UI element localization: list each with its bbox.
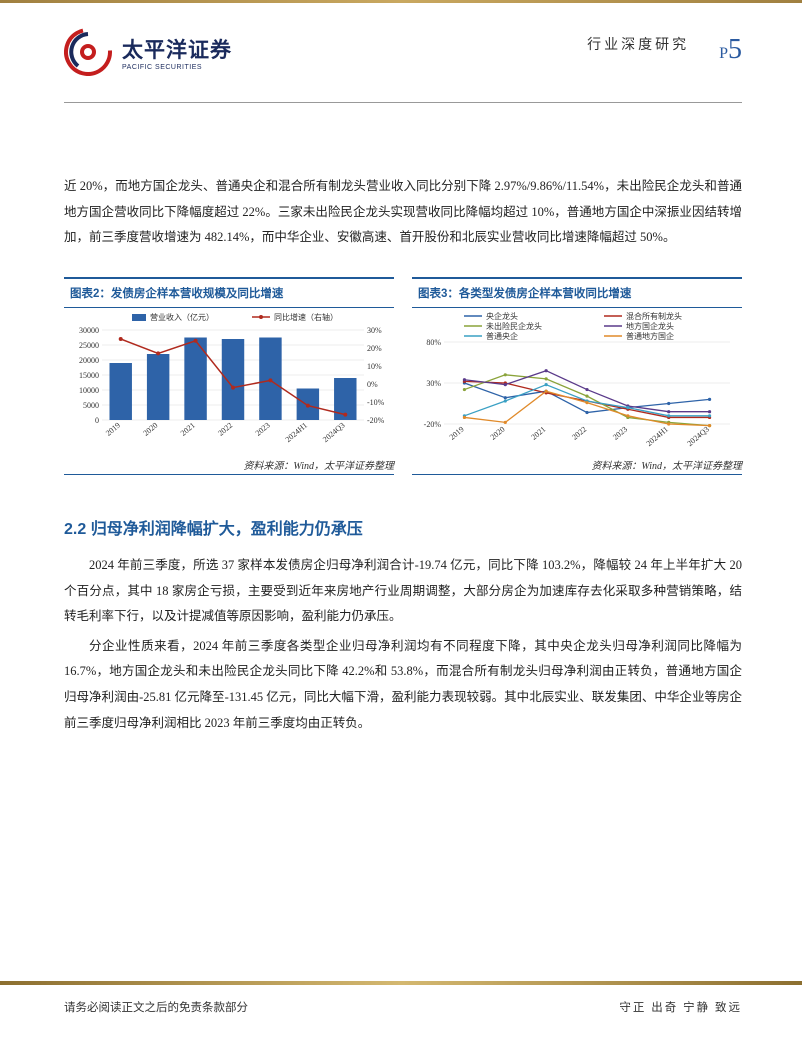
svg-text:2022: 2022 <box>570 425 588 442</box>
svg-text:2019: 2019 <box>104 421 122 438</box>
svg-text:10%: 10% <box>367 362 382 371</box>
svg-text:2022: 2022 <box>216 421 234 438</box>
svg-text:30%: 30% <box>426 379 441 388</box>
intro-paragraph: 近 20%，而地方国企龙头、普通央企和混合所有制龙头营业收入同比分别下降 2.9… <box>64 174 742 251</box>
page-prefix: P <box>719 45 728 62</box>
chart2-canvas: 0 5000 10000 15000 20000 25000 30000 -20% -10% 0%… <box>64 310 394 450</box>
chart2: 图表2：发债房企样本营收规模及同比增速 0 5000 10000 15000 20000… <box>64 277 394 475</box>
svg-text:同比增速（右轴）: 同比增速（右轴） <box>274 312 338 322</box>
svg-text:-10%: -10% <box>367 398 385 407</box>
header-right: 行业深度研究 P5 <box>587 28 742 66</box>
content: 近 20%，而地方国企龙头、普通央企和混合所有制龙头营业收入同比分别下降 2.9… <box>64 174 742 736</box>
svg-text:-20%: -20% <box>424 420 442 429</box>
svg-text:20%: 20% <box>367 344 382 353</box>
svg-text:2024H1: 2024H1 <box>644 425 670 448</box>
svg-text:2019: 2019 <box>448 425 466 442</box>
logo: 太平洋证券 PACIFIC SECURITIES <box>64 28 232 76</box>
svg-text:-20%: -20% <box>367 416 385 425</box>
svg-text:央企龙头: 央企龙头 <box>486 311 518 321</box>
svg-text:5000: 5000 <box>83 401 99 410</box>
gold-bar-top <box>0 0 802 3</box>
chart3-canvas: -20% 30% 80% 2019 2020 2021 2022 2023 2024H1 2024… <box>412 310 742 450</box>
page-number: P5 <box>719 34 742 66</box>
footer-right: 守正 出奇 宁静 致远 <box>619 999 742 1015</box>
paragraph-2: 2024 年前三季度，所选 37 家样本发债房企归母净利润合计-19.74 亿元… <box>64 553 742 630</box>
paragraph-3: 分企业性质来看，2024 年前三季度各类型企业归母净利润均有不同程度下降，其中央… <box>64 634 742 737</box>
svg-text:2024Q3: 2024Q3 <box>321 421 347 444</box>
header-rule <box>64 102 742 103</box>
logo-mark <box>64 28 112 76</box>
svg-text:普通央企: 普通央企 <box>486 331 518 341</box>
svg-text:80%: 80% <box>426 338 441 347</box>
svg-text:30000: 30000 <box>79 326 99 335</box>
svg-text:普通地方国企: 普通地方国企 <box>626 331 674 341</box>
chart3: 图表3：各类型发债房企样本营收同比增速 -20% 30% 80% 2019 2020 20… <box>412 277 742 475</box>
svg-text:0%: 0% <box>367 380 378 389</box>
chart3-title-bar: 图表3：各类型发债房企样本营收同比增速 <box>412 277 742 308</box>
chart2-title: 图表2：发债房企样本营收规模及同比增速 <box>70 288 283 300</box>
doc-category: 行业深度研究 <box>587 34 689 54</box>
svg-text:2023: 2023 <box>254 421 272 438</box>
svg-text:0: 0 <box>95 416 99 425</box>
svg-text:2020: 2020 <box>141 421 159 438</box>
logo-text: 太平洋证券 PACIFIC SECURITIES <box>122 34 232 71</box>
svg-text:15000: 15000 <box>79 371 99 380</box>
svg-text:未出险民企龙头: 未出险民企龙头 <box>486 321 542 331</box>
svg-text:2021: 2021 <box>179 421 197 438</box>
svg-text:25000: 25000 <box>79 341 99 350</box>
page-digit: 5 <box>728 34 742 65</box>
svg-text:10000: 10000 <box>79 386 99 395</box>
svg-text:20000: 20000 <box>79 356 99 365</box>
svg-text:2021: 2021 <box>529 425 547 442</box>
svg-text:30%: 30% <box>367 326 382 335</box>
chart3-source: 资料来源：Wind，太平洋证券整理 <box>412 457 742 475</box>
svg-text:2024Q3: 2024Q3 <box>685 425 711 448</box>
svg-text:混合所有制龙头: 混合所有制龙头 <box>626 311 682 321</box>
section-heading: 2.2 归母净利润降幅扩大，盈利能力仍承压 <box>64 515 742 539</box>
footer-left: 请务必阅读正文之后的免责条款部分 <box>64 999 248 1015</box>
svg-text:2023: 2023 <box>611 425 629 442</box>
logo-cn: 太平洋证券 <box>122 34 232 64</box>
svg-text:地方国企龙头: 地方国企龙头 <box>626 321 674 331</box>
svg-text:2024H1: 2024H1 <box>284 421 310 444</box>
charts-row: 图表2：发债房企样本营收规模及同比增速 0 5000 10000 15000 20000… <box>64 277 742 475</box>
chart2-title-bar: 图表2：发债房企样本营收规模及同比增速 <box>64 277 394 308</box>
logo-en: PACIFIC SECURITIES <box>122 64 232 71</box>
gold-bar-bottom <box>0 981 802 985</box>
svg-text:2020: 2020 <box>489 425 507 442</box>
page-header: 太平洋证券 PACIFIC SECURITIES 行业深度研究 P5 <box>0 28 802 102</box>
footer: 请务必阅读正文之后的免责条款部分 守正 出奇 宁静 致远 <box>64 999 742 1015</box>
svg-text:营业收入（亿元）: 营业收入（亿元） <box>150 312 214 322</box>
chart2-source: 资料来源：Wind，太平洋证券整理 <box>64 457 394 475</box>
chart3-title: 图表3：各类型发债房企样本营收同比增速 <box>418 288 631 300</box>
